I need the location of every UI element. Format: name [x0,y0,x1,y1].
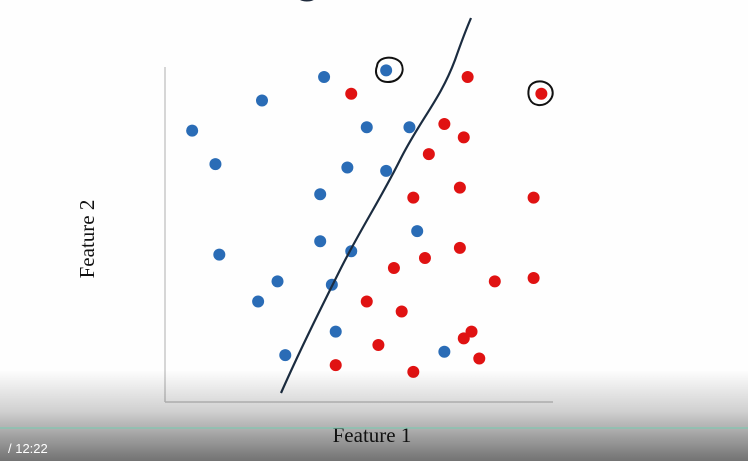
slide-title: Overfitting in Classification [89,0,687,2]
player-shade [0,370,748,461]
point [527,272,540,285]
point [271,275,284,288]
point [256,94,268,107]
point [387,262,400,274]
point [314,235,327,248]
point [535,87,548,100]
point [461,71,474,84]
point [341,161,354,174]
point [403,121,416,134]
point [453,181,466,194]
point [465,325,478,338]
decision-boundary [279,17,473,394]
point [438,345,451,358]
point [457,131,470,144]
point [360,121,373,134]
point [488,275,501,288]
point [422,148,435,161]
point [279,349,292,362]
annotation-circle [527,80,554,107]
point [453,241,466,254]
point [209,158,222,171]
point [345,87,358,100]
point [186,124,199,137]
point [438,117,451,130]
point [360,295,373,308]
time-label: / 12:22 [8,441,48,456]
point [418,251,431,264]
point [411,225,424,238]
point [329,325,342,338]
point [252,295,265,308]
annotation-circle [375,56,404,84]
point [372,339,385,352]
x-axis-label: Feature 1 [333,423,412,447]
point [395,305,408,318]
point [527,191,540,204]
point [314,188,327,201]
point [213,248,226,261]
point [407,191,420,204]
point [473,352,486,365]
point [318,71,331,84]
point [329,359,342,372]
y-axis-label: Feature 2 [75,200,99,279]
point [380,164,393,177]
point [380,64,393,77]
point [457,332,470,345]
